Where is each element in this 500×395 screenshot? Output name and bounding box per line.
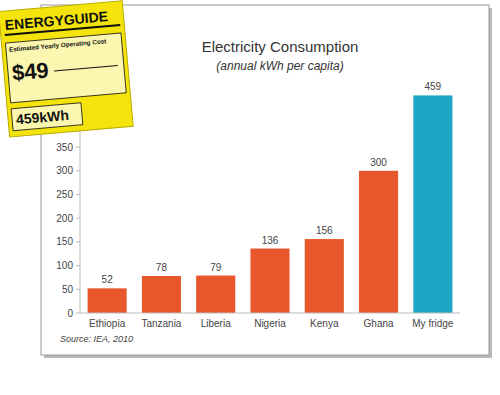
energy-guide-label: ENERGYGUIDE Estimated Yearly Operating Co…: [0, 1, 133, 137]
annotation: Source: IEA, 2010: [60, 334, 133, 344]
y-tick-label: 0: [67, 308, 73, 319]
y-tick: [76, 241, 80, 242]
bar: [142, 276, 181, 313]
y-tick: [76, 170, 80, 171]
y-tick: [76, 289, 80, 290]
data-label: 459: [425, 81, 442, 92]
label-title: ENERGYGUIDE: [4, 8, 108, 33]
bars: [88, 95, 453, 313]
data-label: 300: [370, 157, 387, 168]
cost-caption: Estimated Yearly Operating Cost: [9, 37, 108, 54]
bar: [305, 239, 344, 313]
data-label: 52: [102, 274, 114, 285]
y-tick: [76, 147, 80, 148]
y-tick: [76, 218, 80, 219]
bar: [250, 249, 289, 313]
title: Electricity Consumption: [202, 38, 359, 55]
chart: Electricity Consumption (annual kWh per c…: [0, 0, 500, 395]
x-tick-label: My fridge: [412, 318, 454, 329]
x-tick-label: Nigeria: [254, 318, 286, 329]
data-label: 78: [156, 262, 168, 273]
usage-value: 459kWh: [15, 107, 69, 128]
x-tick-label: Ghana: [364, 318, 394, 329]
data-label: 156: [316, 225, 333, 236]
y-tick-label: 300: [56, 165, 73, 176]
subtitle: (annual kWh per capita): [216, 59, 343, 73]
y-tick-label: 200: [56, 213, 73, 224]
x-tick-label: Ethiopia: [89, 318, 126, 329]
data-label: 136: [262, 235, 279, 246]
x-tick-label: Tanzania: [141, 318, 181, 329]
cost-range: [54, 65, 118, 71]
x-axis-line: [80, 313, 460, 314]
y-tick-label: 100: [56, 260, 73, 271]
label-rule: [5, 25, 121, 35]
usage-box: [11, 103, 83, 131]
bar: [413, 95, 452, 313]
bar: [88, 288, 127, 313]
y-tick: [76, 265, 80, 266]
y-tick-label: 250: [56, 189, 73, 200]
data-label: 79: [210, 262, 222, 273]
bar: [196, 276, 235, 313]
cost-value: $49: [11, 57, 50, 85]
cost-box: [5, 33, 126, 103]
y-tick-label: 50: [62, 284, 74, 295]
y-tick: [76, 313, 80, 314]
y-tick-label: 150: [56, 236, 73, 247]
x-tick-label: Liberia: [201, 318, 231, 329]
bar: [359, 171, 398, 313]
x-tick-label: Kenya: [310, 318, 339, 329]
y-tick: [76, 194, 80, 195]
label-card: [0, 1, 133, 137]
y-tick-label: 350: [56, 142, 73, 153]
